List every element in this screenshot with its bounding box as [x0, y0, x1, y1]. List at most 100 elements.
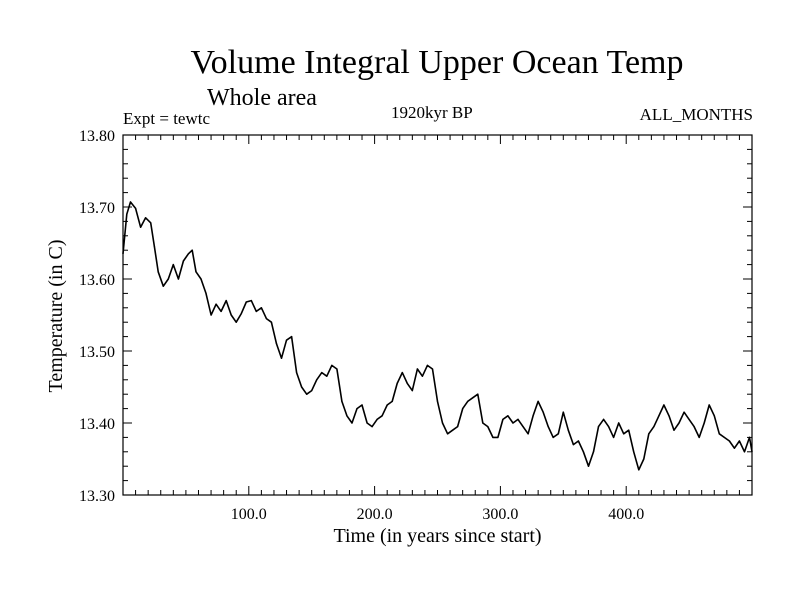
data-point: [210, 314, 212, 316]
data-point: [296, 372, 298, 374]
data-point: [230, 314, 232, 316]
data-point: [167, 278, 169, 280]
data-point: [150, 222, 152, 224]
data-point: [326, 375, 328, 377]
y-tick-label: 13.80: [79, 128, 115, 145]
data-point: [472, 397, 474, 399]
x-axis-label: Time (in years since start): [333, 525, 542, 547]
data-point: [613, 436, 615, 438]
data-point: [280, 357, 283, 359]
data-point: [129, 201, 132, 203]
data-point: [270, 321, 273, 323]
data-point: [245, 301, 247, 303]
data-point: [462, 408, 464, 410]
data-point: [361, 404, 363, 406]
data-point: [406, 382, 408, 384]
chart-subtitle: Whole area: [207, 85, 317, 111]
data-point: [182, 260, 184, 262]
data-point: [356, 408, 358, 410]
data-point: [577, 440, 579, 442]
data-point: [507, 415, 509, 417]
data-point: [597, 426, 600, 428]
data-point: [628, 429, 630, 431]
data-point: [668, 415, 670, 417]
data-point: [200, 278, 202, 280]
data-point: [351, 422, 353, 424]
data-point: [688, 418, 690, 420]
data-point: [522, 426, 524, 428]
data-point: [698, 436, 700, 438]
data-point: [220, 310, 222, 312]
data-point: [391, 400, 393, 402]
data-point: [441, 422, 444, 424]
data-point: [723, 436, 725, 438]
x-tick-label: 300.0: [482, 506, 518, 523]
data-point: [678, 422, 680, 424]
data-point: [572, 444, 574, 446]
data-point: [708, 404, 710, 406]
data-point: [157, 271, 159, 273]
data-point: [187, 253, 190, 255]
data-point: [386, 404, 388, 406]
data-point: [366, 422, 368, 424]
data-point: [255, 310, 257, 312]
data-point: [205, 292, 207, 294]
data-point: [497, 436, 499, 438]
data-point: [673, 429, 675, 431]
data-point: [126, 213, 128, 215]
data-point: [191, 249, 193, 251]
data-point: [172, 264, 174, 266]
data-point: [225, 300, 227, 302]
data-point: [557, 433, 559, 435]
data-point: [134, 207, 137, 210]
data-point: [638, 469, 640, 471]
data-point: [703, 422, 705, 424]
x-tick-label: 100.0: [231, 506, 267, 523]
data-point: [592, 451, 595, 453]
data-point: [446, 433, 449, 435]
data-point: [250, 300, 252, 302]
data-point: [153, 246, 156, 248]
data-point: [751, 451, 753, 453]
data-point: [265, 318, 268, 320]
data-point: [321, 372, 323, 374]
data-point: [140, 226, 142, 228]
data-point: [623, 433, 625, 435]
data-point: [195, 271, 197, 273]
data-point: [502, 418, 504, 420]
x-tick-label: 400.0: [608, 506, 644, 523]
data-point: [537, 400, 539, 402]
data-point: [602, 418, 605, 420]
data-point: [457, 426, 459, 428]
series-layer: [122, 201, 753, 471]
data-point: [477, 393, 479, 395]
data-point: [396, 382, 398, 384]
y-axis-ticks: 13.30 13.40 13.50 13.60 13.70 13.80: [79, 128, 752, 505]
data-point: [658, 415, 660, 417]
data-point: [618, 422, 620, 424]
data-point: [346, 415, 348, 417]
data-point: [718, 433, 720, 435]
data-point: [215, 303, 217, 305]
data-point: [648, 433, 650, 435]
data-point: [532, 415, 534, 417]
data-point: [421, 375, 424, 377]
data-point: [517, 418, 519, 420]
data-point: [177, 278, 179, 280]
data-point: [240, 312, 242, 315]
data-point: [748, 436, 751, 438]
data-point: [582, 451, 585, 453]
data-point: [482, 422, 484, 424]
data-point: [587, 465, 590, 467]
data-point: [451, 429, 454, 431]
data-point: [487, 426, 489, 428]
y-tick-label: 13.40: [79, 416, 115, 433]
data-point: [275, 343, 278, 345]
data-point: [311, 390, 313, 392]
experiment-label: Expt = tewtc: [123, 109, 211, 128]
data-point: [145, 217, 147, 219]
data-point: [371, 426, 373, 428]
plot-frame: [122, 134, 753, 496]
data-point: [260, 307, 262, 309]
y-tick-label: 13.70: [79, 200, 115, 217]
